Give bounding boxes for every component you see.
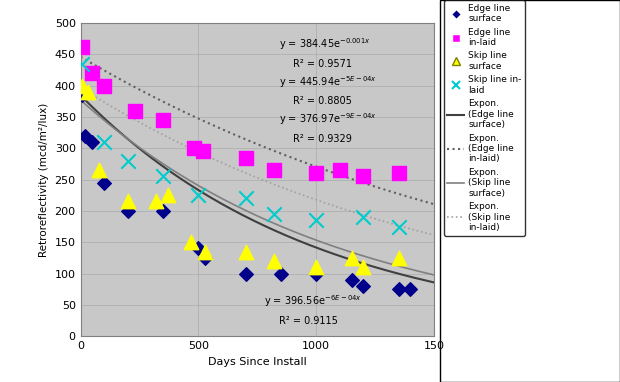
Y-axis label: Retroreflectivity (mcd/m²/lux): Retroreflectivity (mcd/m²/lux) [39, 102, 49, 257]
Point [198, 148, 208, 154]
Point [77, 44, 87, 50]
Point [200, 249, 210, 255]
Point [394, 170, 404, 176]
Point [163, 192, 173, 198]
Point [241, 155, 250, 161]
Point [94, 167, 104, 173]
Point [87, 139, 97, 145]
Point [394, 286, 404, 292]
Point [358, 173, 368, 180]
Point [358, 214, 368, 220]
Text: R² = 0.9571: R² = 0.9571 [293, 59, 352, 69]
Point [269, 167, 279, 173]
Text: y = 396.56e$^{-6E-04x}$: y = 396.56e$^{-6E-04x}$ [264, 293, 362, 309]
Point [405, 286, 415, 292]
Text: R² = 0.8805: R² = 0.8805 [293, 96, 352, 106]
Point [311, 264, 321, 270]
Point [269, 211, 279, 217]
Point [187, 239, 197, 245]
Point [151, 198, 161, 204]
Point [241, 249, 250, 255]
Point [99, 139, 109, 145]
Text: R² = 0.9329: R² = 0.9329 [293, 134, 352, 144]
Point [311, 170, 321, 176]
Point [87, 70, 97, 76]
Point [123, 208, 133, 214]
Point [269, 258, 279, 264]
Point [77, 83, 87, 89]
Point [77, 92, 87, 98]
Point [99, 83, 109, 89]
Point [241, 270, 250, 277]
Text: y = 384.45e$^{-0.001x}$: y = 384.45e$^{-0.001x}$ [278, 36, 370, 52]
Point [241, 195, 250, 201]
Point [193, 192, 203, 198]
Point [158, 117, 168, 123]
Point [335, 167, 345, 173]
Point [347, 277, 356, 283]
Point [123, 158, 133, 164]
Point [394, 255, 404, 261]
Point [158, 208, 168, 214]
Text: y = 376.97e$^{-9E-04x}$: y = 376.97e$^{-9E-04x}$ [278, 112, 376, 127]
X-axis label: Days Since Install: Days Since Install [208, 356, 307, 367]
Point [200, 255, 210, 261]
Point [276, 270, 286, 277]
Text: y = 445.94e$^{-5E-04x}$: y = 445.94e$^{-5E-04x}$ [278, 74, 376, 89]
Point [311, 270, 321, 277]
Point [358, 264, 368, 270]
Point [193, 245, 203, 251]
Legend: Edge line
surface, Edge line
in-laid, Skip line
surface, Skip line in-
laid, Exp: Edge line surface, Edge line in-laid, Sk… [444, 0, 525, 236]
Point [347, 255, 356, 261]
Point [311, 217, 321, 223]
Point [358, 283, 368, 289]
Point [81, 133, 91, 139]
Point [130, 108, 140, 114]
Point [394, 223, 404, 230]
Point [77, 61, 87, 67]
Point [99, 180, 109, 186]
Point [123, 198, 133, 204]
Text: R² = 0.9115: R² = 0.9115 [278, 316, 337, 325]
Point [82, 89, 92, 95]
Point [188, 145, 198, 151]
Point [158, 173, 168, 180]
